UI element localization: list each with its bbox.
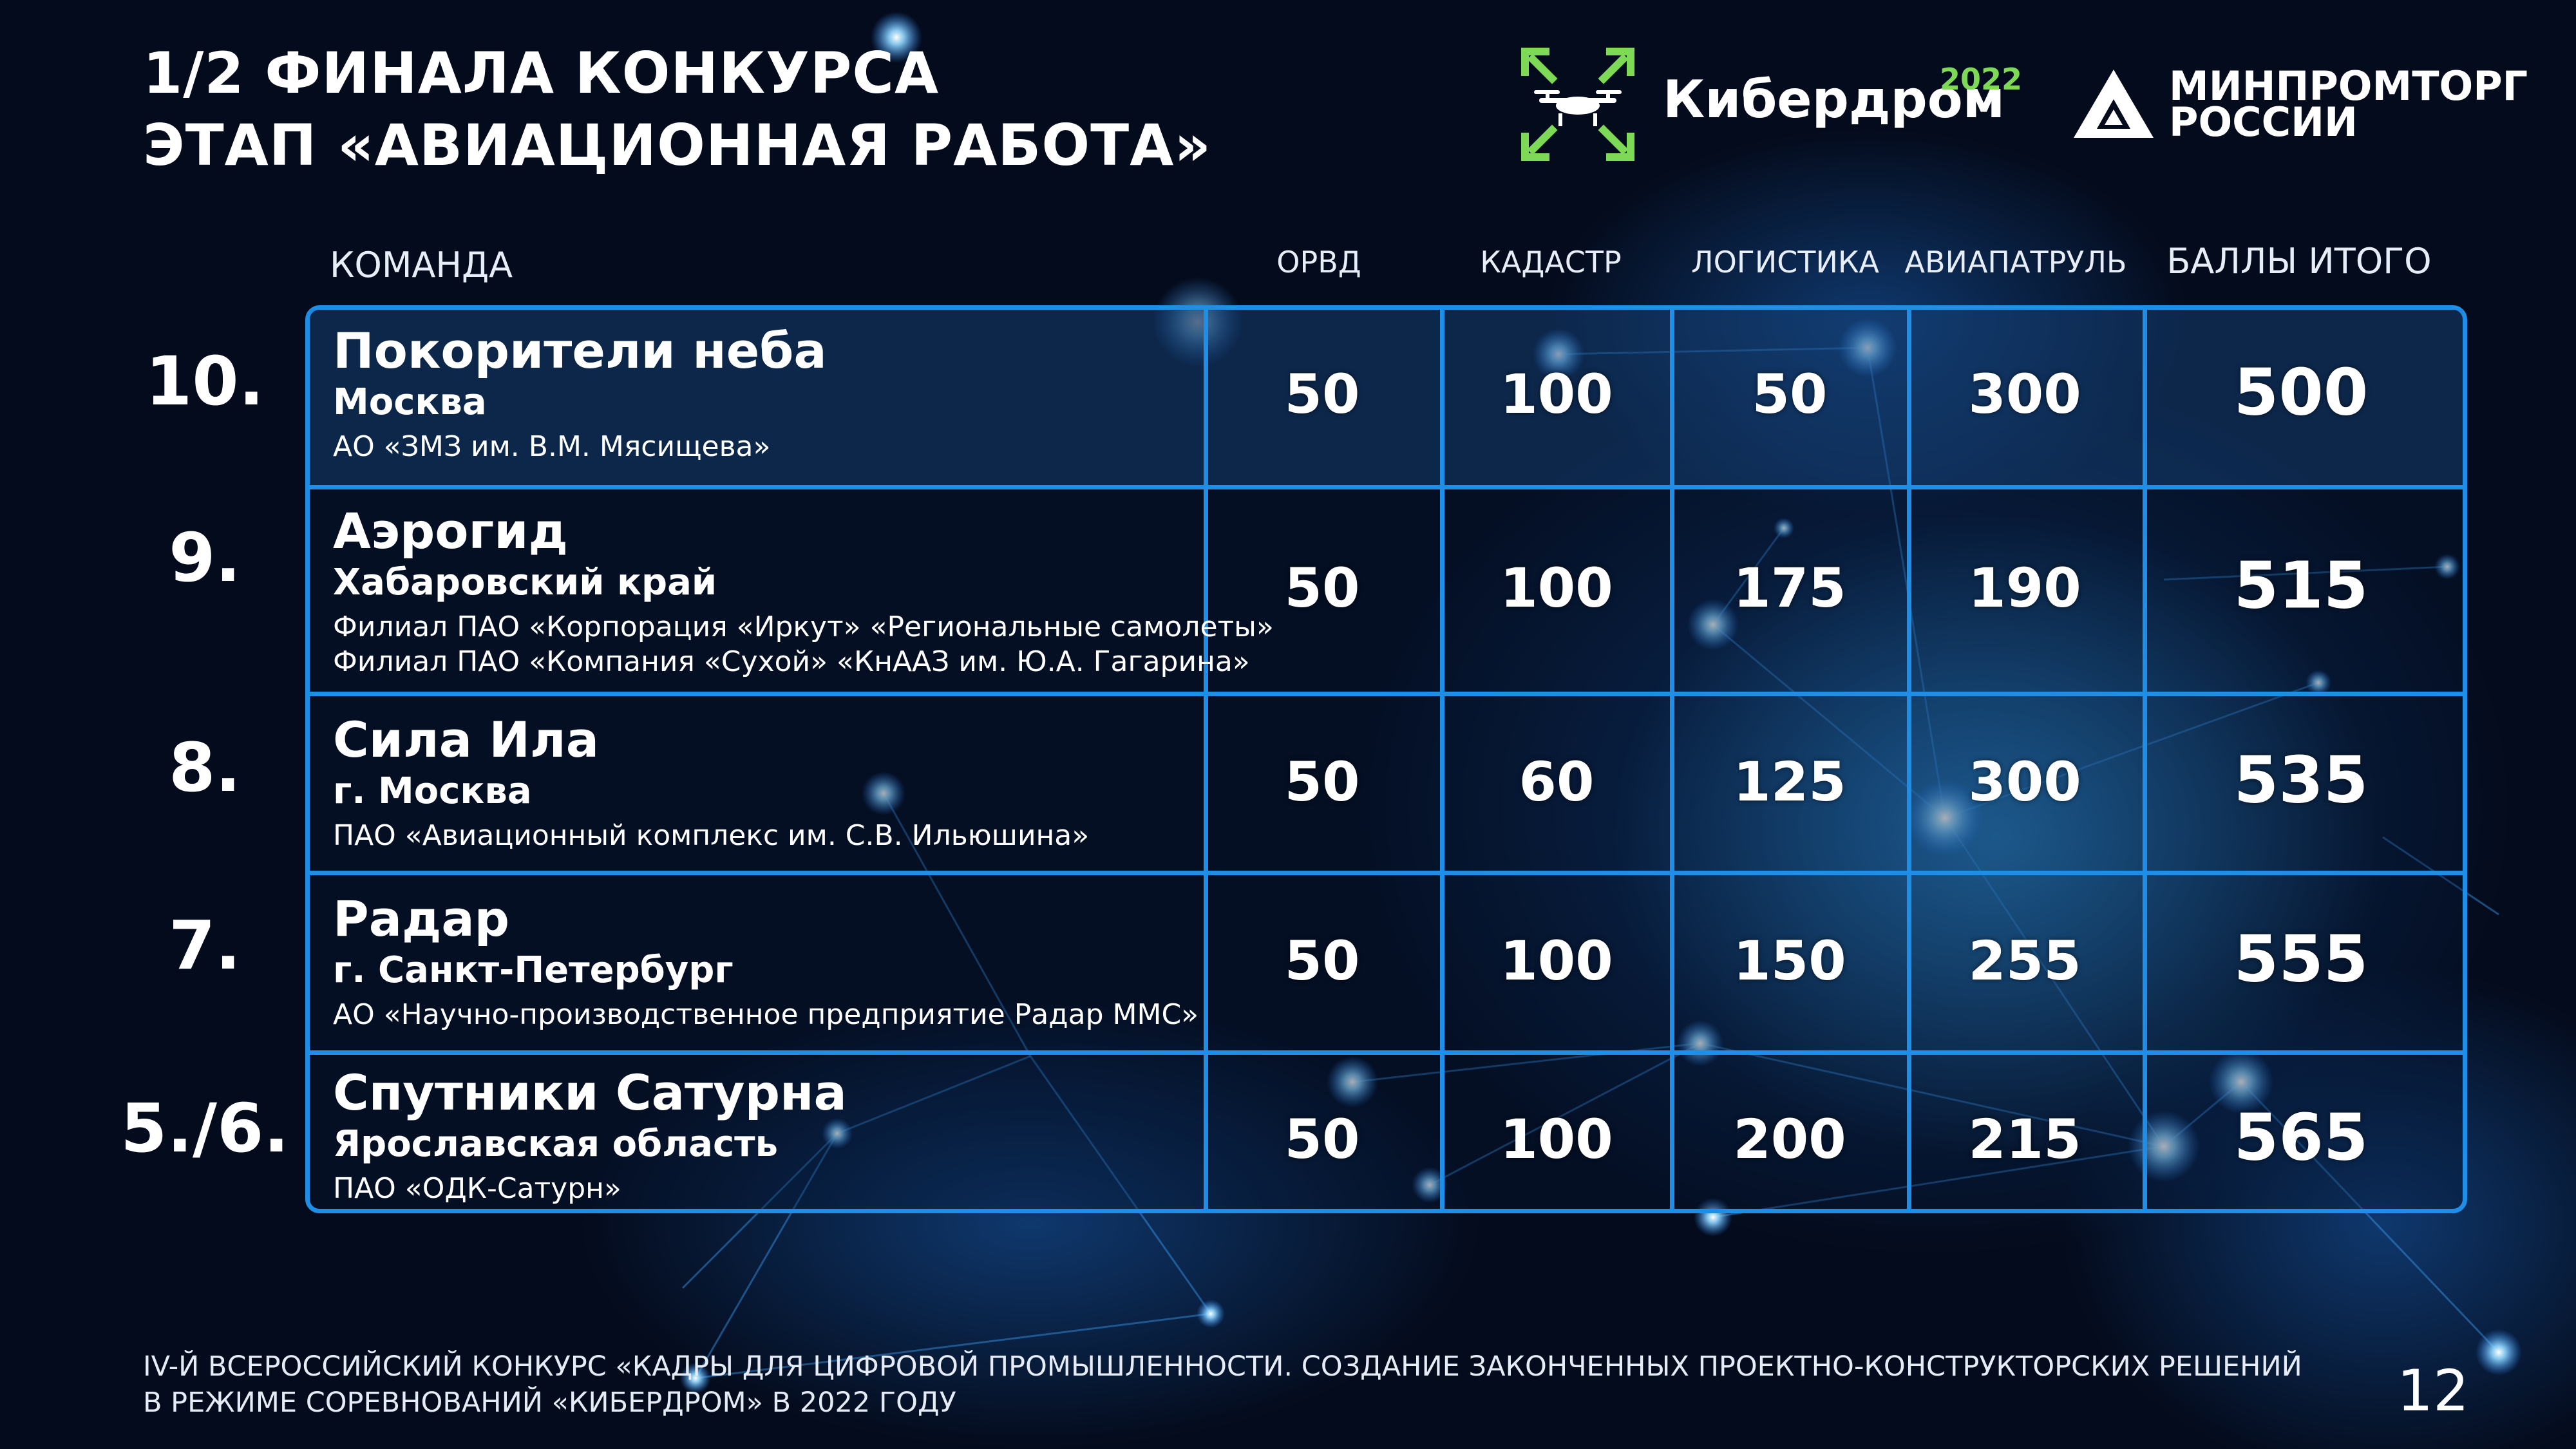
page-number: 12 [2397, 1358, 2469, 1424]
column-divider [1440, 310, 1444, 1209]
score-kadastr: 100 [1500, 1108, 1613, 1171]
score-kadastr: 100 [1500, 929, 1613, 992]
drone-icon [1521, 48, 1634, 161]
score-orvd: 50 [1284, 556, 1360, 620]
place-number: 8. [169, 728, 241, 807]
triangle-emblem-icon [2074, 70, 2154, 138]
team-name: Сила Ила [333, 711, 599, 768]
score-aviapatrul: 215 [1968, 1108, 2081, 1171]
results-table: Покорители неба Москва АО «ЗМЗ им. В.М. … [305, 305, 2467, 1213]
team-name: Покорители неба [333, 322, 827, 379]
score-logistika: 50 [1752, 363, 1828, 426]
header-orvd: ОРВД [1276, 245, 1361, 279]
kiberdrom-name: Кибердром [1663, 70, 2005, 129]
column-divider [1204, 310, 1208, 1209]
score-logistika: 175 [1733, 556, 1846, 620]
team-region: Хабаровский край [333, 562, 717, 603]
team-region: Москва [333, 381, 487, 423]
slide-title: 1/2 ФИНАЛА КОНКУРСА ЭТАП «АВИАЦИОННАЯ РА… [143, 37, 1211, 182]
team-region: Ярославская область [333, 1123, 779, 1165]
team-organization: АО «ЗМЗ им. В.М. Мясищева» [333, 430, 771, 463]
place-number: 7. [169, 906, 241, 985]
team-cell: Покорители неба Москва АО «ЗМЗ им. В.М. … [333, 323, 827, 464]
score-orvd: 50 [1284, 1108, 1360, 1171]
score-orvd: 50 [1284, 929, 1360, 992]
team-name: Радар [333, 890, 510, 947]
score-aviapatrul: 300 [1968, 363, 2081, 426]
score-total: 515 [2233, 547, 2369, 623]
score-aviapatrul: 190 [1968, 556, 2081, 620]
team-organization: ПАО «Авиационный комплекс им. С.В. Ильюш… [333, 819, 1090, 852]
header-kadastr: КАДАСТР [1480, 245, 1622, 279]
place-number: 9. [169, 518, 241, 597]
footer-line-1: IV-Й ВСЕРОССИЙСКИЙ КОНКУРС «КАДРЫ ДЛЯ ЦИ… [143, 1350, 2302, 1383]
score-logistika: 125 [1733, 750, 1846, 813]
row-divider [310, 692, 2463, 696]
score-kadastr: 100 [1500, 363, 1613, 426]
header-team: КОМАНДА [330, 245, 513, 285]
place-number: 5./6. [120, 1089, 289, 1168]
header-logistika: ЛОГИСТИКА [1690, 245, 1880, 279]
column-divider [1670, 310, 1674, 1209]
table-row [310, 310, 2463, 485]
minpromtorg-line-2: РОССИИ [2169, 99, 2358, 146]
score-total: 555 [2233, 921, 2369, 997]
title-line-2: ЭТАП «АВИАЦИОННАЯ РАБОТА» [143, 112, 1212, 178]
header-aviapatrul: АВИАПАТРУЛЬ [1904, 245, 2127, 279]
score-aviapatrul: 255 [1968, 929, 2081, 992]
team-cell: Аэрогид Хабаровский край Филиал ПАО «Кор… [333, 503, 1274, 679]
minpromtorg-line-1: МИНПРОМТОРГ [2169, 62, 2528, 109]
team-organization: АО «Научно-производственное предприятие … [333, 998, 1199, 1031]
score-total: 535 [2233, 742, 2369, 818]
score-logistika: 150 [1733, 929, 1846, 992]
title-line-1: 1/2 ФИНАЛА КОНКУРСА [143, 40, 940, 106]
team-name: Спутники Сатурна [333, 1064, 847, 1121]
score-total: 565 [2233, 1099, 2369, 1175]
header-total: БАЛЛЫ ИТОГО [2166, 241, 2432, 281]
score-aviapatrul: 300 [1968, 750, 2081, 813]
minpromtorg-logo: МИНПРОМТОРГ РОССИИ [2074, 64, 2528, 148]
team-organization: Филиал ПАО «Компания «Сухой» «КнААЗ им. … [333, 645, 1250, 678]
team-cell: Радар г. Санкт-Петербург АО «Научно-прои… [333, 891, 1198, 1032]
team-organization: Филиал ПАО «Корпорация «Иркут» «Регионал… [333, 611, 1274, 643]
score-orvd: 50 [1284, 750, 1360, 813]
column-divider [1907, 310, 1911, 1209]
score-total: 500 [2233, 354, 2369, 430]
kiberdrom-logo: Кибердром 2022 [1520, 46, 2048, 162]
team-cell: Сила Ила г. Москва ПАО «Авиационный комп… [333, 712, 1089, 853]
row-divider [310, 485, 2463, 489]
score-logistika: 200 [1733, 1108, 1846, 1171]
score-orvd: 50 [1284, 363, 1360, 426]
team-region: г. Санкт-Петербург [333, 949, 734, 991]
row-divider [310, 1050, 2463, 1055]
kiberdrom-year: 2022 [1940, 62, 2023, 97]
team-organization: ПАО «ОДК-Сатурн» [333, 1172, 621, 1205]
row-divider [310, 871, 2463, 875]
team-cell: Спутники Сатурна Ярославская область ПАО… [333, 1065, 847, 1206]
place-number: 10. [145, 342, 265, 421]
team-region: г. Москва [333, 770, 532, 812]
team-name: Аэрогид [333, 502, 568, 560]
footer-caption: IV-Й ВСЕРОССИЙСКИЙ КОНКУРС «КАДРЫ ДЛЯ ЦИ… [143, 1349, 2302, 1421]
column-divider [2143, 310, 2147, 1209]
footer-line-2: В РЕЖИМЕ СОРЕВНОВАНИЙ «КИБЕРДРОМ» В 2022… [143, 1387, 956, 1419]
score-kadastr: 60 [1519, 750, 1595, 813]
score-kadastr: 100 [1500, 556, 1613, 620]
